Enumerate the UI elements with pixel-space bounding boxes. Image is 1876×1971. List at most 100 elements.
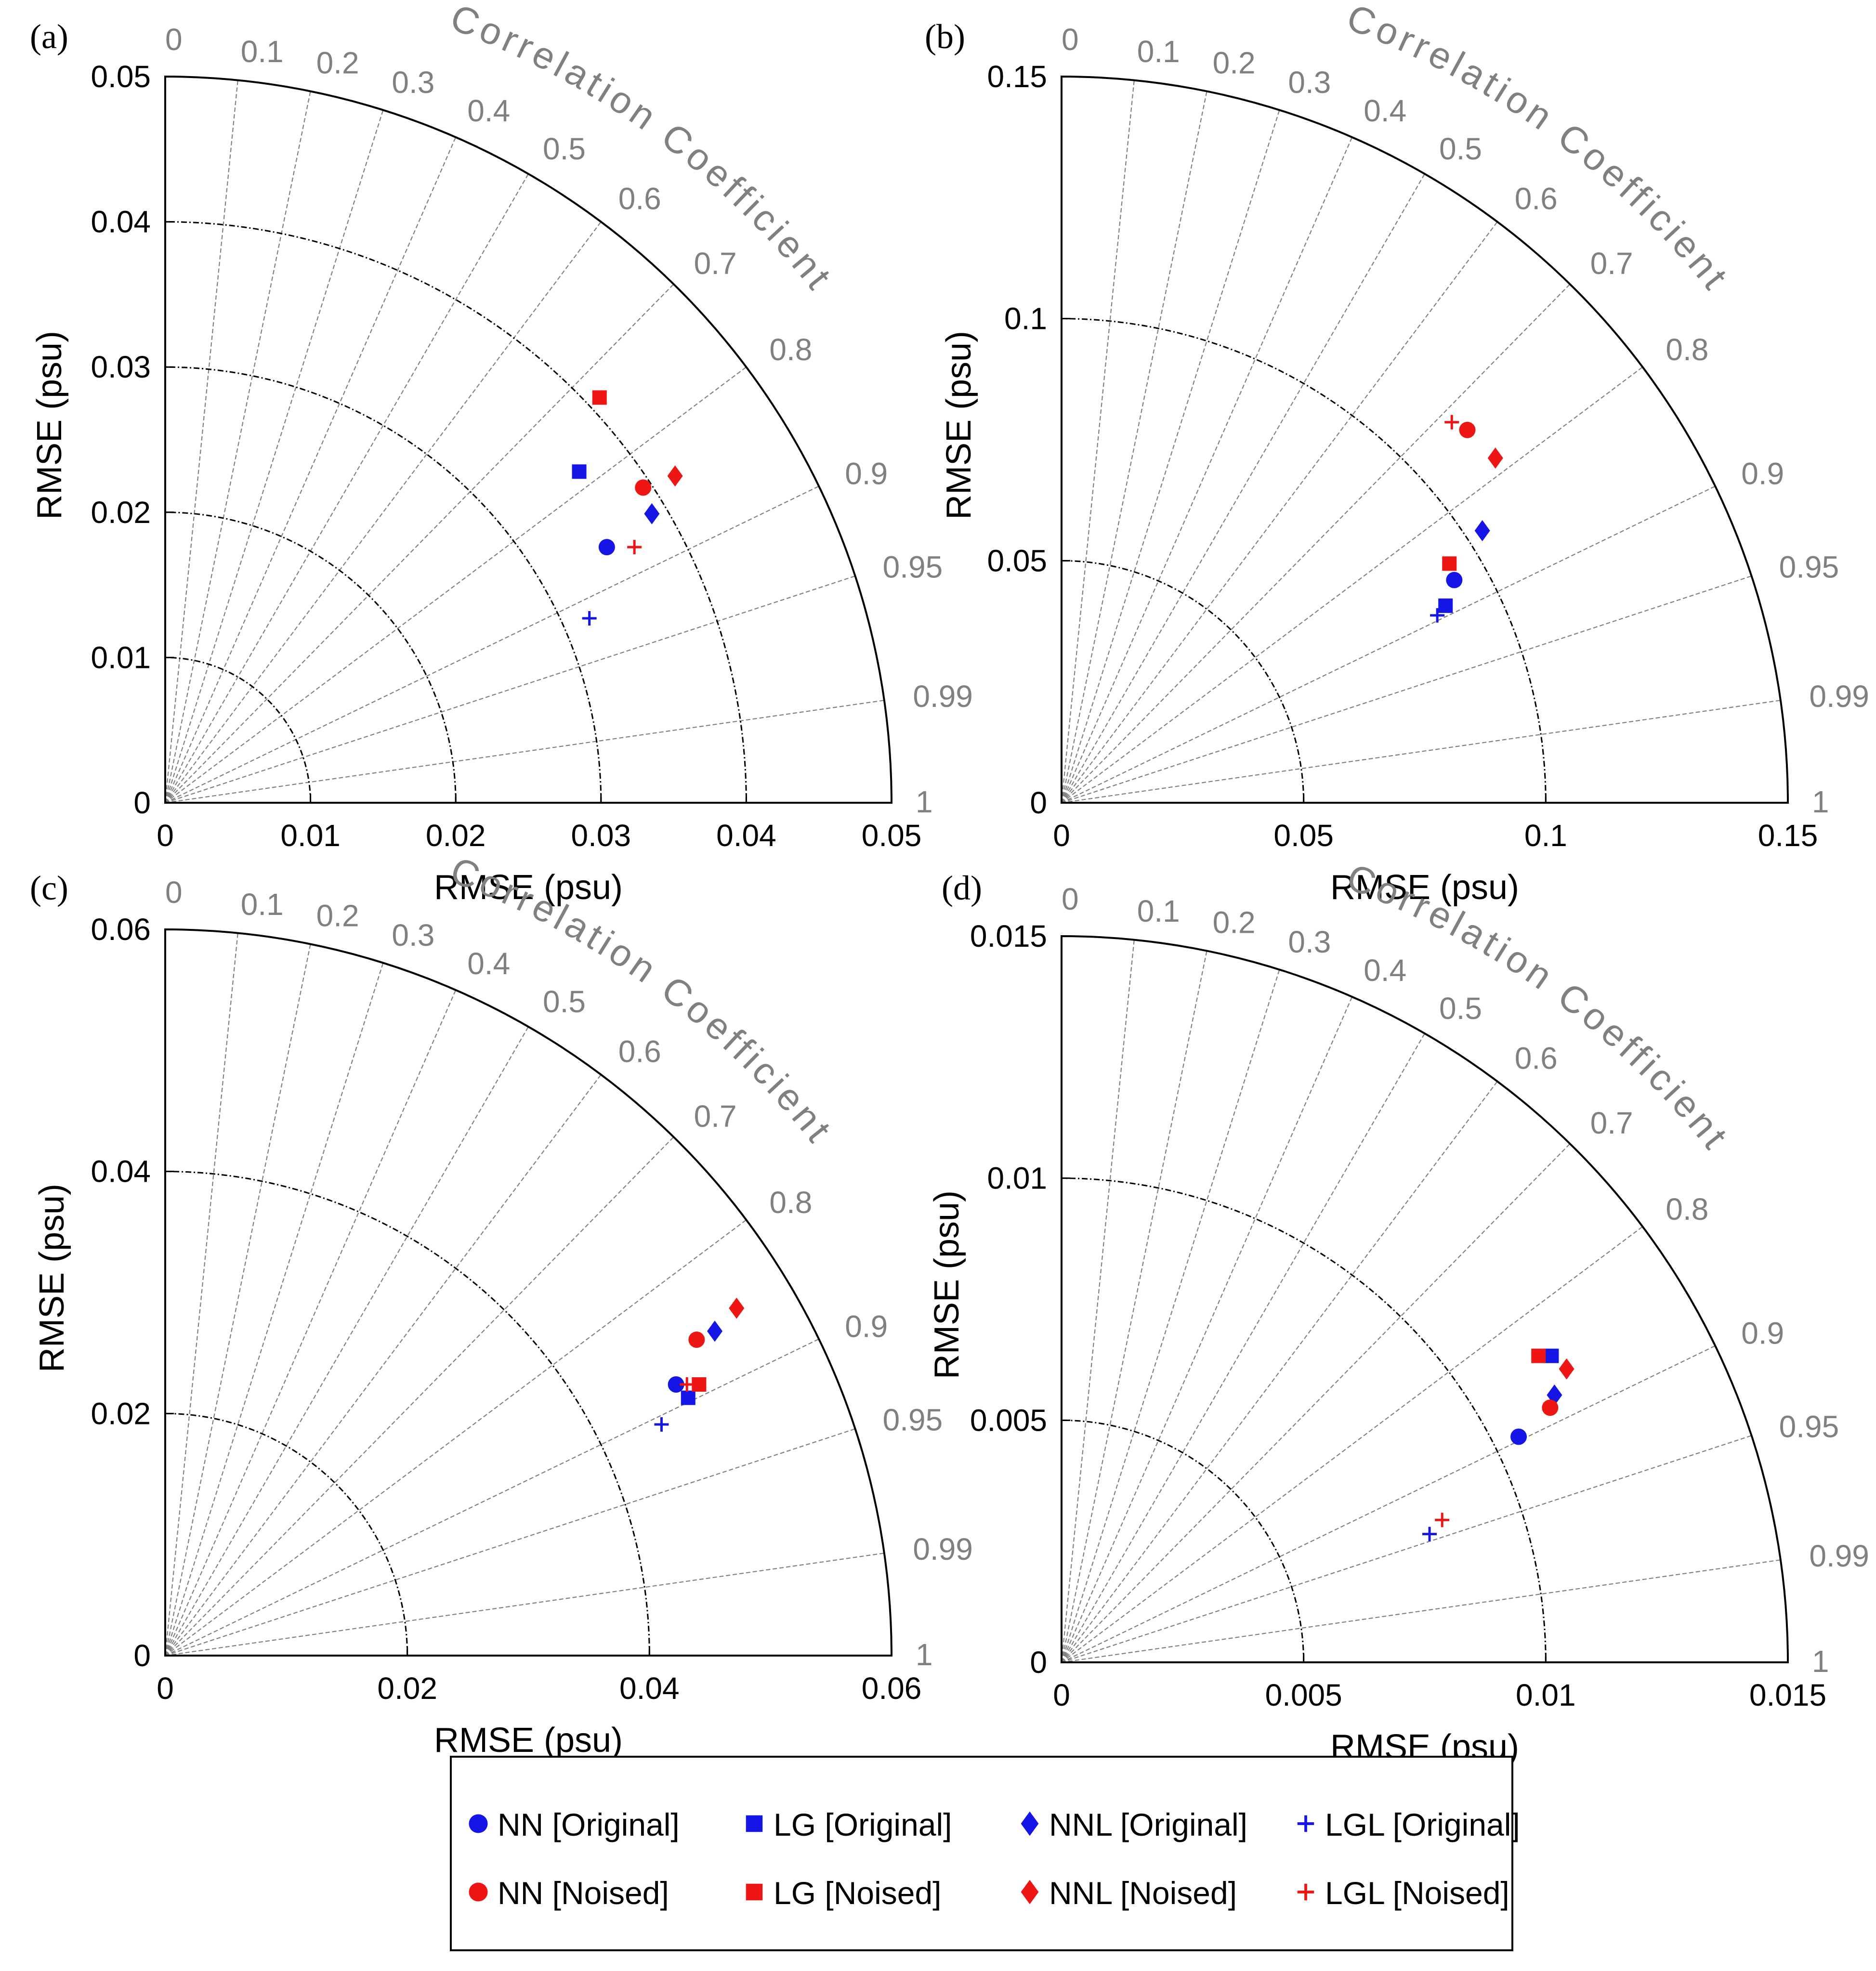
correlation-label: 0.6 (618, 1034, 661, 1069)
panel-label: (a) (30, 17, 68, 56)
x-tick-label: 0.1 (1524, 818, 1567, 853)
taylor-panel-b: 000.050.050.10.10.150.150 0.1 0.20.30.40.5… (925, 0, 1869, 907)
point-nnl-noised (1487, 447, 1503, 469)
correlation-label: 0 (165, 22, 183, 57)
data-points (572, 390, 683, 626)
point-nn-original (1510, 1428, 1527, 1445)
point-lgl-original (1422, 1527, 1437, 1541)
correlation-label: 0.2 (1213, 46, 1256, 80)
y-tick-label: 0.03 (91, 350, 151, 384)
legend-label: LGL [Original] (1325, 1807, 1520, 1842)
correlation-ray (165, 1553, 885, 1657)
point-lg-noised (1531, 1348, 1546, 1363)
legend-nn-original: NN [Original] (469, 1807, 680, 1842)
correlation-ray (1061, 80, 1135, 803)
correlation-label: 1 (1812, 784, 1829, 819)
correlation-label: 0.9 (1741, 1316, 1784, 1351)
point-lgl-original (582, 611, 597, 626)
x-axis-title: RMSE (psu) (434, 1721, 623, 1760)
x-tick-label: 0.05 (1273, 818, 1334, 853)
rms-circle (1061, 560, 1305, 803)
point-nn-noised (1459, 421, 1476, 438)
correlation-label: 0.6 (618, 182, 661, 216)
x-tick-label: 0.03 (571, 818, 631, 853)
correlation-ray (1061, 1435, 1752, 1663)
point-nnl-noised (667, 465, 683, 487)
taylor-panel-c: 000.020.020.040.040.060.060 0.1 0.20.30.40… (30, 848, 973, 1760)
legend-lgl-noised: LGL [Noised] (1297, 1875, 1509, 1911)
y-tick-label: 0.05 (987, 543, 1047, 578)
correlation-ray (1061, 485, 1716, 803)
legend-marker-diamond (1021, 1880, 1039, 1905)
x-tick-label: 0.02 (426, 818, 486, 853)
x-tick-label: 0.02 (377, 1671, 437, 1706)
correlation-ray (1061, 137, 1353, 803)
correlation-ray (1061, 996, 1353, 1663)
rms-circle (165, 1412, 408, 1656)
correlation-label: 0.3 (1288, 65, 1331, 100)
correlation-label: 0.8 (1666, 1192, 1708, 1227)
correlation-label: 0.1 (241, 34, 284, 69)
x-tick-label: 0.06 (862, 1671, 922, 1706)
correlation-label: 0.4 (467, 93, 510, 128)
diagram-frame (164, 75, 893, 804)
correlation-label: 0.8 (769, 1185, 812, 1220)
y-tick-label: 0.015 (970, 919, 1047, 953)
point-lgl-original (654, 1417, 669, 1432)
legend-label: NNL [Original] (1049, 1807, 1247, 1842)
correlation-label: 0.5 (543, 131, 586, 166)
x-tick-label: 0.005 (1265, 1678, 1342, 1712)
point-lgl-noised (1435, 1513, 1450, 1527)
point-nn-original (668, 1376, 684, 1393)
correlation-label: 0.7 (1590, 1106, 1633, 1140)
correlation-ray (1061, 366, 1643, 803)
correlation-label: 0.95 (1779, 1409, 1839, 1444)
correlation-label: 0.2 (1213, 905, 1256, 940)
point-lgl-noised (1444, 415, 1459, 430)
correlation-ray (165, 575, 855, 804)
correlation-label: 1 (1812, 1644, 1829, 1679)
legend-label: NN [Noised] (498, 1875, 669, 1911)
correlation-ray (1061, 221, 1498, 803)
correlation-label: 0.7 (1590, 246, 1633, 281)
legend-box (450, 1756, 1513, 1951)
x-tick-label: 0.05 (862, 818, 922, 853)
correlation-label: 0.95 (883, 1402, 943, 1437)
legend-marker-square (746, 1815, 763, 1832)
legend-label: LG [Noised] (774, 1875, 942, 1911)
diagram-frame (1061, 935, 1789, 1663)
point-nn-noised (1542, 1399, 1559, 1416)
y-axis-title: RMSE (psu) (33, 1184, 71, 1372)
correlation-label: 1 (916, 1637, 933, 1672)
y-tick-label: 0.05 (91, 59, 151, 94)
correlation-label: 0.7 (694, 1099, 737, 1134)
panel-label: (b) (925, 17, 965, 56)
correlation-label: 1 (916, 784, 933, 819)
panels: 000.010.010.020.020.030.030.040.040.050.… (30, 0, 1869, 1766)
correlation-axis-title: Correlation Coefficient (1341, 0, 1738, 300)
legend-label: NNL [Noised] (1049, 1875, 1237, 1911)
correlation-ray (164, 963, 384, 1656)
point-nnl-original (707, 1320, 723, 1342)
legend-marker-square (746, 1883, 763, 1901)
point-lgl-original (1430, 608, 1445, 623)
correlation-ray (1061, 940, 1135, 1663)
correlation-label: 0.99 (1809, 1539, 1869, 1573)
y-tick-label: 0.06 (91, 912, 151, 947)
correlation-label: 0.99 (1809, 679, 1869, 714)
y-tick-label: 0.01 (987, 1161, 1047, 1196)
correlation-ray (1061, 969, 1280, 1663)
point-nnl-original (1474, 520, 1490, 542)
point-lg-noised (1442, 556, 1457, 571)
legend-nn-noised: NN [Noised] (469, 1875, 669, 1911)
y-axis-title: RMSE (psu) (928, 1190, 966, 1379)
y-tick-label: 0.01 (91, 640, 151, 675)
legend-lgl-original: LGL [Original] (1297, 1807, 1520, 1842)
correlation-axis-title: Correlation Coefficient (445, 848, 842, 1152)
legend-nnl-original: NNL [Original] (1021, 1807, 1247, 1842)
legend: NN [Original] LG [Original] NNL [Original]… (450, 1756, 1520, 1951)
point-nn-original (598, 539, 615, 556)
panel-label: (c) (30, 869, 68, 907)
